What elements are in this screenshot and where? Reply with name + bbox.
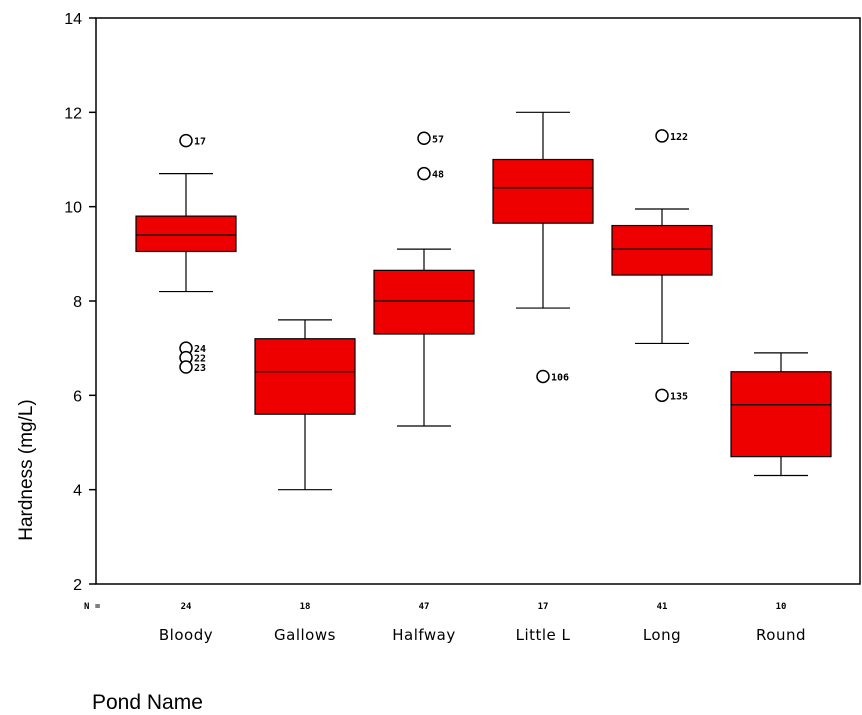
iqr-box xyxy=(611,224,713,276)
category-label: Round xyxy=(756,626,806,644)
plot-frame xyxy=(95,17,861,585)
outlier-label: 106 xyxy=(551,372,569,383)
iqr-box xyxy=(492,158,594,224)
outlier-label: 17 xyxy=(194,137,206,148)
x-axis-label: Pond Name xyxy=(92,691,203,714)
iqr-box xyxy=(254,338,356,415)
outlier-label: 24 xyxy=(194,344,206,355)
n-count-label: 18 xyxy=(300,602,311,612)
category-label: Long xyxy=(643,626,681,644)
category-label: Halfway xyxy=(392,626,456,644)
outlier-label: 22 xyxy=(194,354,206,365)
iqr-box xyxy=(730,371,832,458)
n-count-label: 47 xyxy=(419,602,430,612)
y-tick-label: 12 xyxy=(64,105,82,122)
outlier-label: 122 xyxy=(670,132,688,143)
box-round xyxy=(730,352,832,477)
outlier-label: 23 xyxy=(194,363,206,374)
outlier-label: 48 xyxy=(432,170,444,181)
outlier-label: 57 xyxy=(432,134,444,145)
y-tick-label: 2 xyxy=(73,577,82,594)
outlier-point xyxy=(655,388,669,403)
outlier-point xyxy=(655,129,669,143)
outlier-point xyxy=(536,369,550,384)
n-prefix-label: N = xyxy=(84,602,101,612)
y-tick-label: 4 xyxy=(73,483,82,500)
category-label: Little L xyxy=(516,626,571,644)
y-tick-label: 10 xyxy=(64,200,82,217)
x-axis: N = 24 Bloody 18 Gallows 47 Halfway 17 Little L 4… xyxy=(84,602,806,644)
y-tick-label: 14 xyxy=(64,11,82,28)
box-halfway: 57 48 xyxy=(373,131,475,427)
n-count-label: 24 xyxy=(181,602,192,612)
iqr-box xyxy=(135,215,237,253)
outlier-label: 135 xyxy=(670,391,688,402)
y-axis: 2 4 6 8 10 12 14 xyxy=(64,11,96,594)
box-little-l: 106 xyxy=(492,111,594,384)
y-tick-label: 8 xyxy=(73,294,82,311)
outlier-point xyxy=(417,166,431,181)
box-long: 122 135 xyxy=(611,129,713,403)
category-label: Gallows xyxy=(274,626,336,644)
n-count-label: 41 xyxy=(657,602,668,612)
box-gallows xyxy=(254,319,356,491)
category-label: Bloody xyxy=(159,626,213,644)
outlier-point xyxy=(417,131,431,146)
outlier-point xyxy=(179,360,193,374)
iqr-box xyxy=(373,269,475,335)
outlier-point xyxy=(179,133,193,148)
n-count-label: 17 xyxy=(538,602,549,612)
y-tick-label: 6 xyxy=(73,388,82,405)
n-count-label: 10 xyxy=(776,602,787,612)
y-axis-label: Hardness (mg/L) xyxy=(16,399,37,541)
